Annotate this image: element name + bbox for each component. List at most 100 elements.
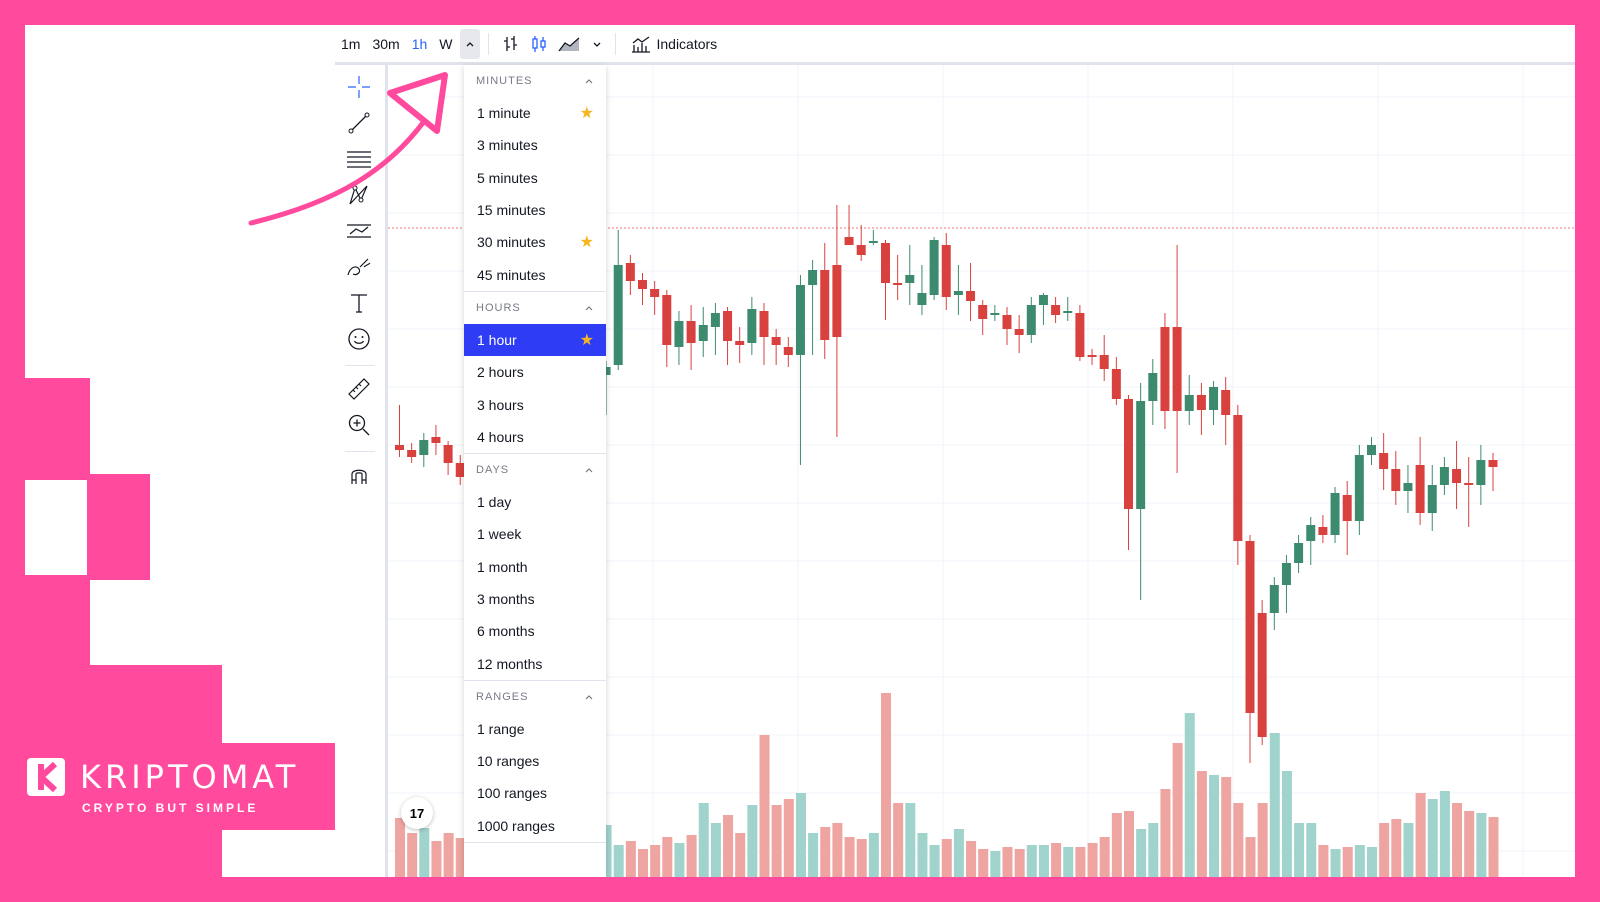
candle-body	[1452, 469, 1462, 483]
pattern-tool[interactable]	[345, 181, 373, 209]
favorite-star-icon[interactable]: ★	[579, 105, 594, 123]
deco-block	[25, 743, 349, 830]
candle-body	[893, 283, 903, 285]
volume-bar	[1014, 849, 1025, 877]
volume-bar	[1403, 823, 1414, 877]
interval-option[interactable]: 5 minutes	[464, 162, 606, 194]
dropdown-section-days: DAYS 1 day 1 week 1 month 3 months 6 months 12…	[464, 454, 606, 681]
interval-option[interactable]: 15 minutes	[464, 194, 606, 226]
candle-body	[1269, 585, 1279, 613]
prediction-tool[interactable]	[345, 217, 373, 245]
bars-icon	[504, 35, 518, 51]
emoji-tool[interactable]	[345, 325, 373, 353]
candle-body	[1464, 483, 1474, 485]
interval-30m[interactable]: 30m	[372, 35, 400, 52]
candles-chart-style-button[interactable]	[528, 33, 550, 55]
candle-body	[1172, 327, 1182, 411]
dropdown-section-header[interactable]: HOURS	[464, 292, 606, 324]
brand-tagline: CRYPTO BUT SIMPLE	[82, 801, 259, 815]
volume-bar	[881, 693, 891, 877]
volume-bar	[698, 803, 709, 877]
drawing-toolbar	[335, 65, 388, 877]
interval-option[interactable]: 1 range	[464, 713, 606, 745]
volume-bar	[1124, 811, 1134, 877]
volume-bar	[917, 833, 928, 877]
candle-body	[1245, 541, 1255, 713]
interval-w[interactable]: W	[439, 35, 453, 52]
dropdown-section-minutes: MINUTES 1 minute ★ 3 minutes 5 minutes 15 min…	[464, 65, 606, 292]
dropdown-section-header[interactable]: RANGES	[464, 681, 606, 713]
interval-option[interactable]: 1 hour ★	[464, 323, 606, 357]
candle-body	[820, 270, 830, 340]
section-title: DAYS	[476, 463, 510, 476]
volume-bar	[1330, 849, 1341, 877]
chevron-up-icon	[585, 305, 593, 311]
chart-style-dropdown[interactable]	[590, 33, 604, 55]
candle-body	[1221, 390, 1231, 415]
candle-body	[1354, 455, 1364, 521]
interval-option[interactable]: 45 minutes	[464, 258, 606, 290]
volume-bar	[710, 823, 721, 877]
interval-option[interactable]: 10 ranges	[464, 745, 606, 777]
volume-bar	[1148, 823, 1159, 877]
candle-body	[1294, 543, 1304, 563]
brush-tool[interactable]	[345, 253, 373, 281]
interval-option-label: 4 hours	[477, 428, 524, 445]
volume-bar	[783, 799, 794, 877]
interval-option-label: 1 day	[477, 494, 512, 511]
volume-bar	[1209, 775, 1220, 877]
deco-block	[87, 474, 150, 580]
volume-bar	[1172, 743, 1183, 877]
indicators-label: Indicators	[656, 35, 718, 52]
dropdown-section-ranges: RANGES 1 range 10 ranges 100 ranges 1000 ran…	[464, 681, 606, 843]
interval-option[interactable]: 3 months	[464, 583, 606, 615]
interval-option[interactable]: 100 ranges	[464, 777, 606, 809]
dropdown-section-header[interactable]: MINUTES	[464, 65, 606, 97]
zoom-tool[interactable]	[345, 411, 373, 439]
interval-option[interactable]: 1 week	[464, 518, 606, 550]
interval-option[interactable]: 12 months	[464, 647, 606, 679]
interval-option-label: 1 minute	[477, 105, 531, 122]
text-tool[interactable]	[345, 289, 373, 317]
indicators-button[interactable]: Indicators	[624, 29, 723, 59]
candle-body	[1403, 483, 1413, 491]
dropdown-section-header[interactable]: DAYS	[464, 454, 606, 486]
interval-dropdown-toggle[interactable]	[460, 28, 481, 59]
volume-bar	[808, 833, 819, 877]
volume-bar	[1051, 843, 1062, 877]
interval-option[interactable]: 3 minutes	[464, 129, 606, 161]
trend-line-tool[interactable]	[345, 109, 373, 137]
horizontal-lines-tool[interactable]	[345, 145, 373, 173]
interval-1m[interactable]: 1m	[341, 35, 361, 52]
interval-option[interactable]: 4 hours	[464, 421, 606, 453]
volume-bar	[1306, 823, 1317, 877]
interval-option[interactable]: 1 month	[464, 551, 606, 583]
candle-body	[990, 313, 1000, 315]
favorite-star-icon[interactable]: ★	[579, 331, 594, 349]
favorite-star-icon[interactable]: ★	[579, 234, 594, 252]
candle-body	[1160, 327, 1170, 411]
interval-option[interactable]: 1 day	[464, 486, 606, 518]
candle-body	[443, 445, 453, 463]
measure-tool[interactable]	[345, 375, 373, 403]
tradingview-logo[interactable]: 17	[401, 797, 433, 829]
interval-option[interactable]: 1 minute ★	[464, 97, 606, 129]
bar-chart-style-button[interactable]	[500, 33, 522, 55]
crosshair-tool[interactable]	[345, 73, 373, 101]
candle-body	[419, 440, 429, 455]
area-chart-style-button[interactable]	[556, 33, 584, 55]
candle-body	[941, 245, 951, 297]
interval-option[interactable]: 1000 ranges	[464, 810, 606, 842]
candle-body	[407, 450, 417, 457]
magnet-tool[interactable]	[345, 461, 373, 489]
interval-option[interactable]: 3 hours	[464, 388, 606, 420]
candle-body	[1391, 469, 1401, 491]
interval-option[interactable]: 30 minutes ★	[464, 226, 606, 258]
volume-bar	[1026, 845, 1037, 877]
volume-bar	[1233, 803, 1244, 877]
volume-bar	[1318, 845, 1329, 877]
interval-1h[interactable]: 1h	[411, 35, 428, 52]
interval-option[interactable]: 6 months	[464, 615, 606, 647]
candle-body	[1367, 445, 1376, 455]
interval-option[interactable]: 2 hours	[464, 356, 606, 388]
